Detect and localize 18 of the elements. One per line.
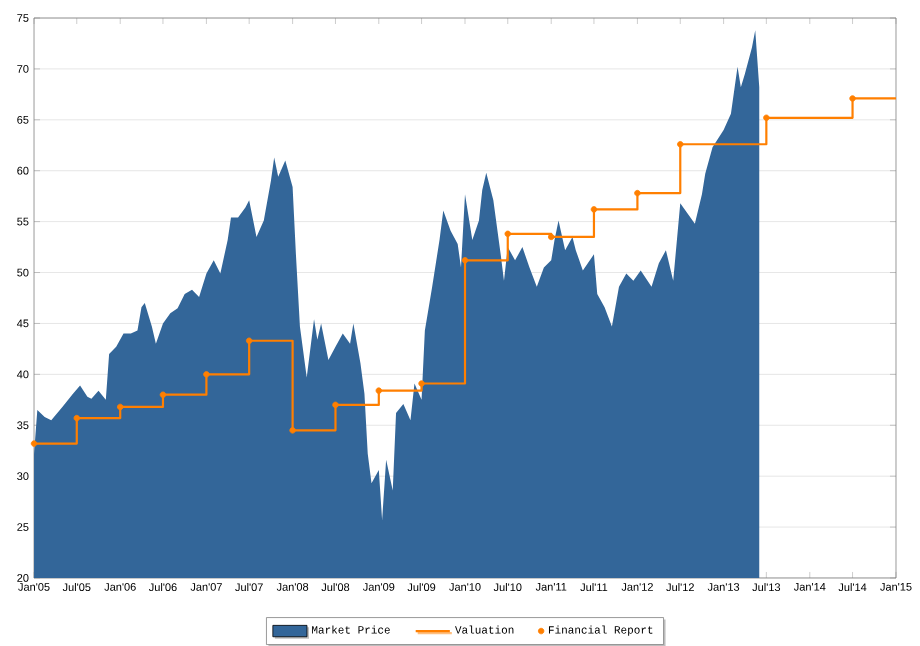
- point: [289, 427, 296, 434]
- point: [763, 114, 770, 121]
- point: [245, 337, 253, 344]
- point: [332, 401, 339, 409]
- point: [849, 95, 856, 102]
- point: [677, 141, 684, 148]
- point: [461, 257, 469, 264]
- point: [418, 380, 425, 387]
- point: [634, 189, 641, 197]
- point: [159, 391, 167, 398]
- point: [590, 206, 598, 213]
- point: [375, 387, 383, 394]
- point: [117, 403, 124, 411]
- point: [203, 371, 210, 378]
- point: [548, 233, 555, 241]
- point: [73, 414, 80, 422]
- point: [504, 230, 511, 238]
- point: [30, 440, 38, 447]
